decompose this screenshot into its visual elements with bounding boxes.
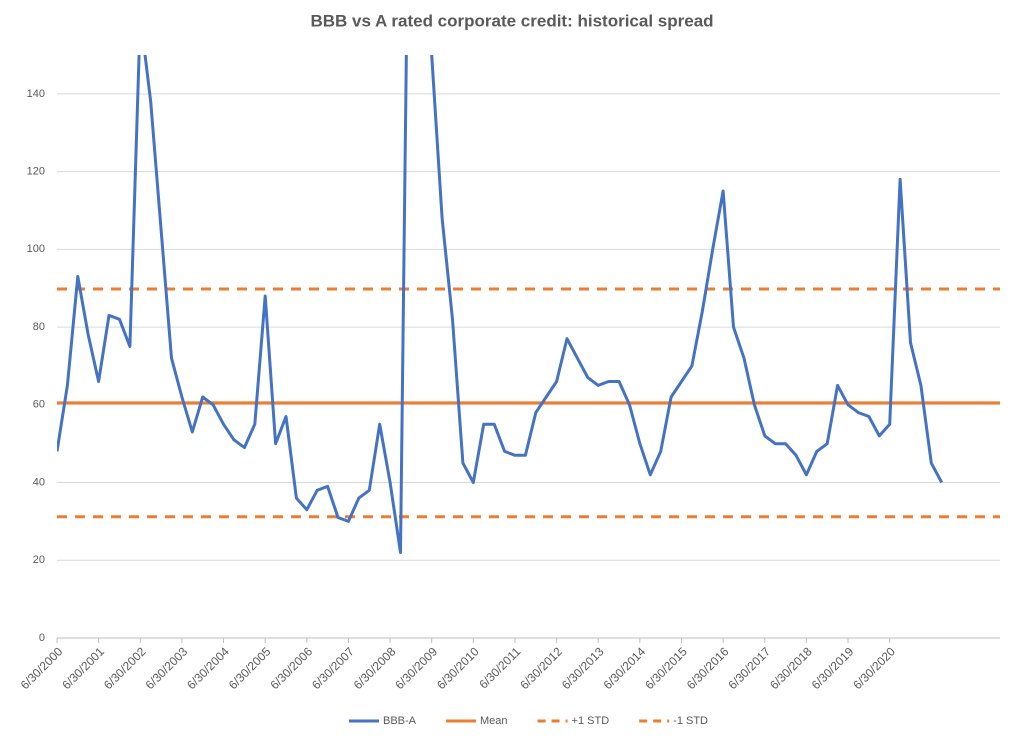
x-tick-label: 6/30/2005 xyxy=(226,644,274,692)
x-tick-label: 6/30/2009 xyxy=(392,644,440,692)
x-tick-label: 6/30/2000 xyxy=(18,644,66,692)
y-tick-label: 60 xyxy=(33,399,45,411)
data-line xyxy=(57,55,944,554)
y-tick-label: 140 xyxy=(27,88,45,100)
x-tick-label: 6/30/2011 xyxy=(476,644,523,691)
x-tick-label: 6/30/2012 xyxy=(517,644,565,692)
legend-label: -1 STD xyxy=(673,715,708,727)
y-tick-label: 0 xyxy=(39,632,45,644)
x-tick-label: 6/30/2015 xyxy=(642,644,690,692)
y-tick-label: 120 xyxy=(27,166,45,178)
plot-area xyxy=(57,55,1000,554)
x-tick-label: 6/30/2007 xyxy=(309,644,357,692)
legend: BBB-A Mean +1 STD -1 STD xyxy=(349,715,708,727)
y-tick-label: 100 xyxy=(27,243,45,255)
x-tick-label: 6/30/2004 xyxy=(184,644,232,692)
x-tick-label: 6/30/2002 xyxy=(101,644,149,692)
x-tick-label: 6/30/2014 xyxy=(601,644,649,692)
x-tick-label: 6/30/2013 xyxy=(559,644,607,692)
legend-label: +1 STD xyxy=(572,715,610,727)
x-tick-label: 6/30/2016 xyxy=(684,644,732,692)
x-tick-label: 6/30/2020 xyxy=(850,644,898,692)
x-tick-label: 6/30/2010 xyxy=(434,644,482,692)
x-tick-label: 6/30/2019 xyxy=(809,644,857,692)
y-tick-label: 40 xyxy=(33,476,45,488)
y-tick-label: 80 xyxy=(33,321,45,333)
x-tick-label: 6/30/2006 xyxy=(268,644,316,692)
x-tick-label: 6/30/2003 xyxy=(143,644,191,692)
x-tick-label: 6/30/2017 xyxy=(725,644,773,692)
y-tick-label: 20 xyxy=(33,554,45,566)
x-tick-label: 6/30/2018 xyxy=(767,644,815,692)
legend-label: BBB-A xyxy=(383,715,417,727)
chart-title: BBB vs A rated corporate credit: histori… xyxy=(310,11,713,30)
x-tick-label: 6/30/2008 xyxy=(351,644,399,692)
legend-label: Mean xyxy=(480,715,508,727)
x-tick-label: 6/30/2001 xyxy=(59,644,107,692)
